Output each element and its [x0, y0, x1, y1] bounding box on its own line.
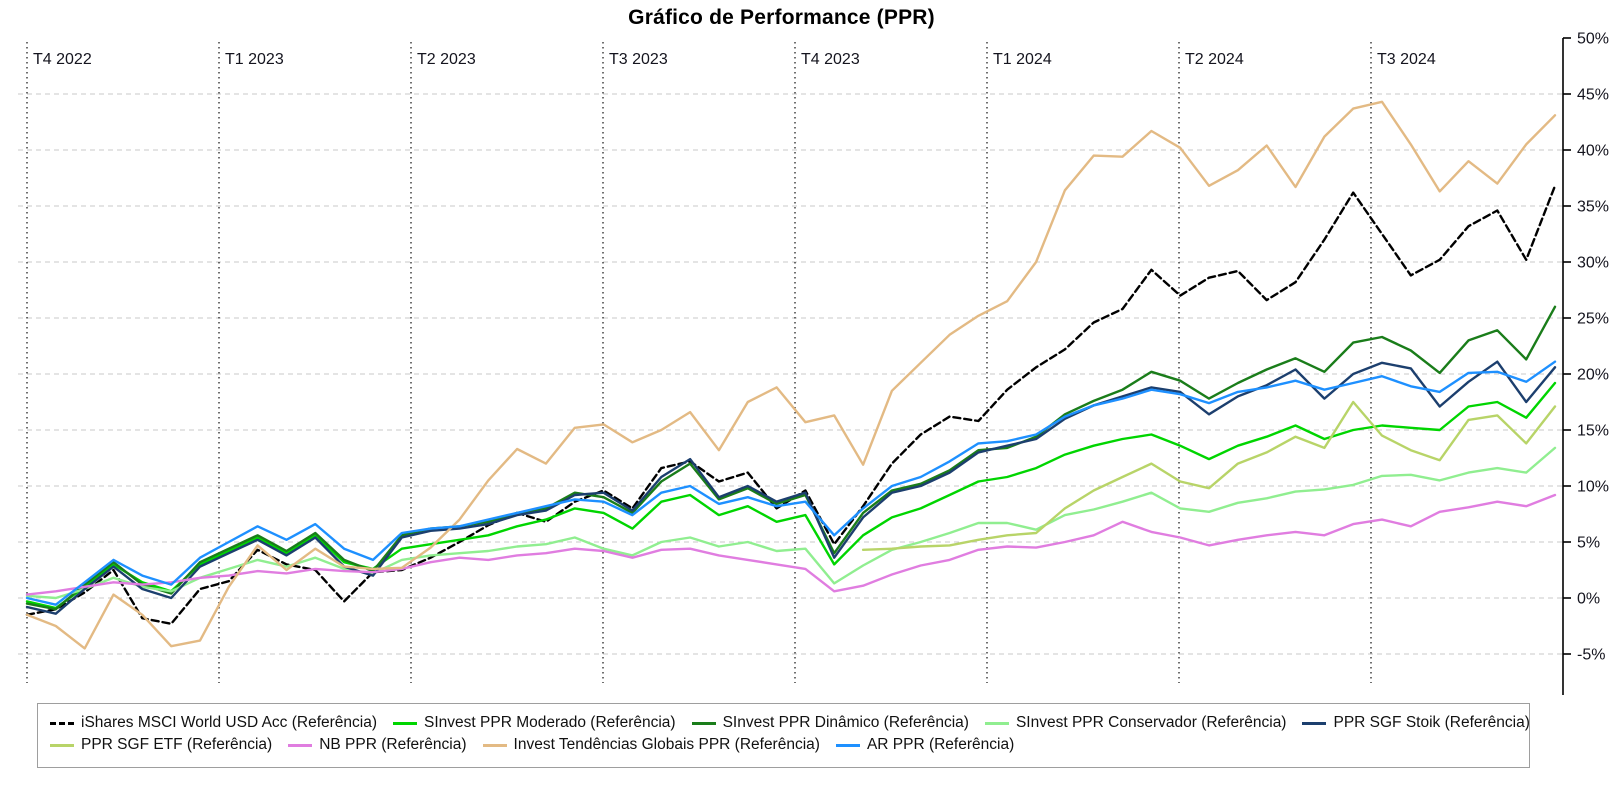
legend-item-4[interactable]: PPR SGF Stoik (Referência): [1302, 714, 1530, 732]
series-line-4: [25, 360, 1557, 615]
x-axis-label: T3 2024: [1377, 51, 1436, 68]
x-axis-label: T3 2023: [609, 51, 668, 68]
x-axis-label: T1 2023: [225, 51, 284, 68]
y-axis-tick-label: 40%: [1577, 143, 1609, 160]
y-axis-tick-label: 35%: [1577, 199, 1609, 216]
y-axis-tick-label: 10%: [1577, 479, 1609, 496]
legend-swatch-icon: [393, 721, 418, 725]
legend-swatch-icon: [288, 743, 313, 747]
series-line-6: [25, 493, 1557, 596]
legend-swatch-icon: [835, 743, 860, 747]
legend-item-label: SInvest PPR Dinâmico (Referência): [722, 714, 969, 731]
legend-swatch-icon: [50, 721, 74, 725]
legend-swatch-icon: [691, 721, 716, 725]
legend-item-5[interactable]: PPR SGF ETF (Referência): [50, 736, 272, 754]
y-axis-tick-label: 15%: [1577, 423, 1609, 440]
legend-item-8[interactable]: AR PPR (Referência): [835, 736, 1015, 754]
y-axis-tick-label: 50%: [1577, 31, 1609, 48]
legend-item-label: PPR SGF Stoik (Referência): [1333, 714, 1530, 731]
y-axis-tick-label: 25%: [1577, 311, 1609, 328]
legend-item-label: PPR SGF ETF (Referência): [81, 736, 273, 753]
series-line-3: [25, 446, 1557, 600]
legend-swatch-icon: [482, 743, 507, 747]
series-line-8: [25, 360, 1557, 606]
legend-item-2[interactable]: SInvest PPR Dinâmico (Referência): [691, 714, 969, 732]
y-axis-tick-label: 45%: [1577, 87, 1609, 104]
legend-item-label: SInvest PPR Conservador (Referência): [1015, 714, 1287, 731]
legend-item-label: SInvest PPR Moderado (Referência): [424, 714, 676, 731]
legend-item-1[interactable]: SInvest PPR Moderado (Referência): [393, 714, 676, 732]
y-axis-tick-label: 0%: [1577, 591, 1600, 608]
chart-title: Gráfico de Performance (PPR): [628, 6, 935, 29]
legend-swatch-icon: [1302, 721, 1327, 725]
y-axis-tick-label: -5%: [1577, 647, 1605, 664]
legend-item-label: AR PPR (Referência): [866, 736, 1015, 753]
legend-swatch-icon: [984, 721, 1009, 725]
legend-item-6[interactable]: NB PPR (Referência): [288, 736, 467, 754]
series-line-1: [25, 381, 1557, 610]
x-axis-label: T1 2024: [993, 51, 1052, 68]
legend-item-0[interactable]: iShares MSCI World USD Acc (Referência): [50, 714, 377, 732]
legend-item-7[interactable]: Invest Tendências Globais PPR (Referênci…: [482, 736, 820, 754]
y-axis-tick-label: 5%: [1577, 535, 1600, 552]
legend-row: iShares MSCI World USD Acc (Referência) S…: [50, 714, 1530, 732]
legend-row: PPR SGF ETF (Referência) NB PPR (Referênc…: [50, 736, 1517, 754]
legend-item-3[interactable]: SInvest PPR Conservador (Referência): [984, 714, 1287, 732]
x-axis-label: T2 2023: [417, 51, 476, 68]
legend-item-label: NB PPR (Referência): [319, 736, 467, 753]
x-axis-label: T2 2024: [1185, 51, 1244, 68]
chart-canvas: T4 2022 T1 2023 T2 2023 T3 2023 T4 2023 T1 20…: [18, 31, 1609, 695]
series-line-5: [861, 400, 1557, 551]
legend-swatch-icon: [50, 743, 74, 747]
x-axis-label: T4 2023: [801, 51, 860, 68]
legend-item-label: iShares MSCI World USD Acc (Referência): [81, 714, 378, 731]
legend-item-label: Invest Tendências Globais PPR (Referênci…: [513, 736, 820, 753]
series-line-7: [25, 100, 1557, 650]
x-axis-label: T4 2022: [33, 51, 92, 68]
y-axis-tick-label: 30%: [1577, 255, 1609, 272]
y-axis-tick-label: 20%: [1577, 367, 1609, 384]
series-line-2: [25, 305, 1557, 611]
chart-legend: iShares MSCI World USD Acc (Referência) S…: [37, 703, 1530, 768]
